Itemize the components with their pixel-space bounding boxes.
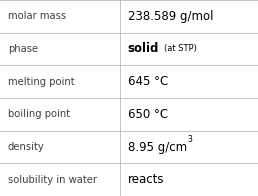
Text: reacts: reacts (128, 173, 164, 186)
Text: melting point: melting point (8, 77, 74, 87)
Text: molar mass: molar mass (8, 11, 66, 21)
Text: solubility in water: solubility in water (8, 175, 97, 185)
Text: 3: 3 (187, 135, 192, 144)
Text: phase: phase (8, 44, 38, 54)
Text: density: density (8, 142, 44, 152)
Text: boiling point: boiling point (8, 109, 70, 119)
Text: 8.95 g/cm: 8.95 g/cm (128, 141, 187, 153)
Text: (at STP): (at STP) (164, 44, 197, 54)
Text: solid: solid (128, 43, 159, 55)
Text: 238.589 g/mol: 238.589 g/mol (128, 10, 213, 23)
Text: 645 °C: 645 °C (128, 75, 168, 88)
Text: 650 °C: 650 °C (128, 108, 168, 121)
